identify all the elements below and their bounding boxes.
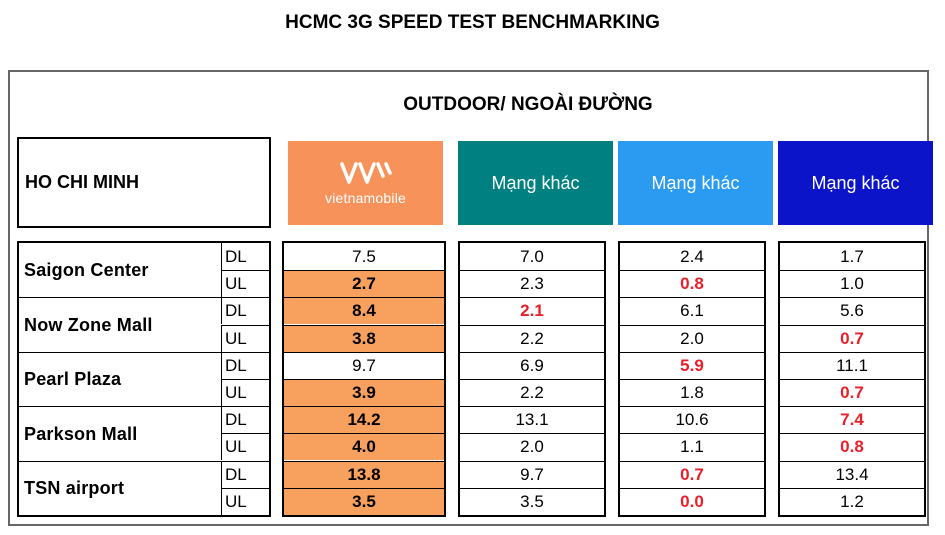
table-cell: 3.5 xyxy=(460,487,604,515)
location-name: Now Zone Mall xyxy=(19,297,221,352)
table-cell: 1.2 xyxy=(780,487,924,515)
location-column: Saigon Center DL UL Now Zone Mall DL UL Pearl … xyxy=(17,241,271,517)
table-cell: 0.7 xyxy=(780,379,924,406)
table-cell: 2.2 xyxy=(460,379,604,406)
location-name: Saigon Center xyxy=(24,260,149,280)
table-cell: 9.7 xyxy=(460,460,604,488)
region-label: HO CHI MINH xyxy=(17,137,271,228)
ul-label: UL xyxy=(221,324,271,352)
table-cell: 7.0 xyxy=(520,246,544,266)
dl-label: DL xyxy=(221,297,271,325)
table-cell: 0.8 xyxy=(780,433,924,460)
other-network-2-column: 2.4 0.8 6.1 2.0 5.9 1.8 10.6 1.1 0.7 0.0 xyxy=(618,241,766,517)
dl-label: DL xyxy=(221,351,271,379)
table-cell: 6.9 xyxy=(460,351,604,379)
table-cell: 4.0 xyxy=(284,433,444,461)
section-subtitle: OUTDOOR/ NGOÀI ĐƯỜNG xyxy=(403,94,653,115)
other-network-3-column: 1.7 1.0 5.6 0.7 11.1 0.7 7.4 0.8 13.4 1.2 xyxy=(778,241,926,517)
table-cell: 8.4 xyxy=(284,297,444,325)
other-network-1-column: 7.0 2.3 2.1 2.2 6.9 2.2 13.1 2.0 9.7 3.5 xyxy=(458,241,606,517)
other-network-header-2: Mạng khác xyxy=(618,141,773,225)
ul-label: UL xyxy=(221,433,271,461)
table-cell: 0.8 xyxy=(620,270,764,297)
table-cell: 3.8 xyxy=(284,324,444,352)
dl-label: DL xyxy=(221,243,271,270)
vietnamobile-logo-icon xyxy=(339,161,392,184)
table-cell: 2.0 xyxy=(460,433,604,460)
table-cell: 13.4 xyxy=(780,460,924,488)
table-cell: 14.2 xyxy=(284,406,444,434)
vietnamobile-column: 7.5 2.7 8.4 3.8 9.7 3.9 14.2 4.0 13.8 3.5 xyxy=(282,241,446,517)
location-name: Parkson Mall xyxy=(19,406,221,461)
dl-label: DL xyxy=(221,406,271,434)
table-cell: 2.7 xyxy=(284,270,444,298)
location-name: Pearl Plaza xyxy=(19,351,221,407)
table-cell: 2.0 xyxy=(620,324,764,352)
table-cell: 11.1 xyxy=(780,351,924,379)
other-network-header-3: Mạng khác xyxy=(778,141,933,225)
table-cell: 6.1 xyxy=(620,297,764,324)
table-cell: 2.3 xyxy=(460,270,604,297)
table-cell: 1.0 xyxy=(780,270,924,297)
table-cell: 13.1 xyxy=(460,406,604,433)
ul-label: UL xyxy=(221,487,271,515)
table-cell: 1.8 xyxy=(620,379,764,406)
ul-label: UL xyxy=(221,379,271,406)
table-cell: 9.7 xyxy=(284,351,444,379)
other-network-header-1: Mạng khác xyxy=(458,141,613,225)
table-cell: 13.8 xyxy=(284,460,444,488)
table-cell: 7.5 xyxy=(352,246,376,266)
table-cell: 5.9 xyxy=(620,351,764,379)
table-cell: 1.7 xyxy=(840,246,864,266)
table-cell: 7.4 xyxy=(780,406,924,433)
table-cell: 2.4 xyxy=(680,246,704,266)
dl-label: DL xyxy=(221,460,271,488)
page-title: HCMC 3G SPEED TEST BENCHMARKING xyxy=(285,12,660,33)
ul-label: UL xyxy=(221,270,271,298)
vietnamobile-wordmark: vietnamobile xyxy=(325,189,406,206)
location-name: TSN airport xyxy=(19,460,221,516)
table-cell: 5.6 xyxy=(780,297,924,324)
table-cell: 2.2 xyxy=(460,324,604,352)
table-cell: 0.0 xyxy=(620,487,764,515)
table-cell: 1.1 xyxy=(620,433,764,460)
vietnamobile-header: vietnamobile xyxy=(288,141,443,225)
table-cell: 0.7 xyxy=(620,460,764,488)
table-cell: 3.5 xyxy=(284,487,444,515)
table-frame xyxy=(8,70,929,526)
table-cell: 0.7 xyxy=(780,324,924,352)
table-cell: 3.9 xyxy=(284,379,444,406)
table-cell: 10.6 xyxy=(620,406,764,433)
table-cell: 2.1 xyxy=(460,297,604,324)
